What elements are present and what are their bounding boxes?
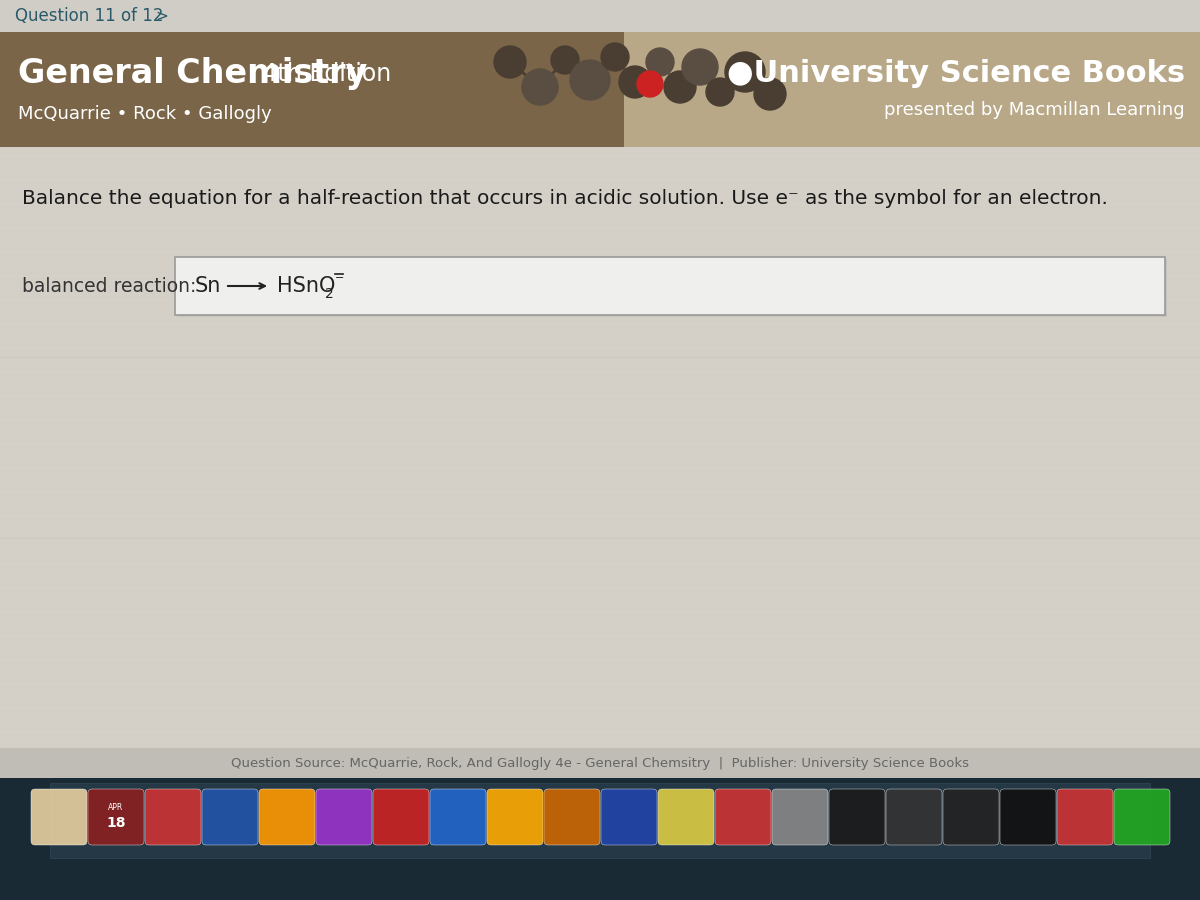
Bar	[175, 257, 1165, 315]
Text: Question 11 of 12: Question 11 of 12	[14, 7, 163, 25]
Text: General Chemistry: General Chemistry	[18, 58, 367, 91]
Circle shape	[601, 43, 629, 71]
FancyBboxPatch shape	[544, 789, 600, 845]
Text: >: >	[155, 8, 168, 23]
FancyBboxPatch shape	[658, 789, 714, 845]
Circle shape	[754, 78, 786, 110]
FancyBboxPatch shape	[430, 789, 486, 845]
FancyBboxPatch shape	[145, 789, 202, 845]
Bar	[0, 0, 1200, 32]
FancyBboxPatch shape	[31, 789, 88, 845]
Circle shape	[522, 69, 558, 105]
Circle shape	[646, 48, 674, 76]
Text: ●University Science Books: ●University Science Books	[727, 59, 1186, 88]
FancyBboxPatch shape	[487, 789, 542, 845]
Circle shape	[494, 46, 526, 78]
Text: Question Source: McQuarrie, Rock, And Gallogly 4e - General Chemsitry  |  Publis: Question Source: McQuarrie, Rock, And Ga…	[230, 757, 970, 770]
Text: presented by Macmillan Learning: presented by Macmillan Learning	[884, 101, 1186, 119]
Bar	[0, 748, 1200, 778]
Circle shape	[725, 52, 766, 92]
Text: balanced reaction:: balanced reaction:	[22, 276, 197, 295]
Text: Sn: Sn	[194, 276, 221, 296]
FancyBboxPatch shape	[829, 789, 886, 845]
FancyBboxPatch shape	[772, 789, 828, 845]
Circle shape	[706, 78, 734, 106]
Text: 4th Edition: 4th Edition	[256, 62, 391, 86]
Bar	[178, 259, 1166, 317]
Bar	[0, 147, 1200, 748]
FancyBboxPatch shape	[316, 789, 372, 845]
Circle shape	[664, 71, 696, 103]
Text: −: −	[335, 273, 344, 283]
Text: 18: 18	[107, 816, 126, 830]
FancyBboxPatch shape	[259, 789, 314, 845]
Bar	[50, 783, 1150, 858]
Circle shape	[637, 71, 662, 97]
FancyBboxPatch shape	[1057, 789, 1114, 845]
Text: HSnO: HSnO	[277, 276, 335, 296]
Bar	[0, 778, 1200, 900]
FancyBboxPatch shape	[202, 789, 258, 845]
FancyBboxPatch shape	[1114, 789, 1170, 845]
FancyBboxPatch shape	[601, 789, 658, 845]
Bar	[0, 32, 624, 147]
Text: McQuarrie • Rock • Gallogly: McQuarrie • Rock • Gallogly	[18, 105, 271, 123]
FancyBboxPatch shape	[715, 789, 772, 845]
Text: Balance the equation for a half-reaction that occurs in acidic solution. Use e⁻ : Balance the equation for a half-reaction…	[22, 190, 1108, 209]
FancyBboxPatch shape	[88, 789, 144, 845]
Text: APR: APR	[108, 803, 124, 812]
FancyBboxPatch shape	[1000, 789, 1056, 845]
FancyBboxPatch shape	[373, 789, 430, 845]
Bar	[624, 32, 1200, 147]
Circle shape	[619, 66, 650, 98]
FancyBboxPatch shape	[943, 789, 998, 845]
Circle shape	[682, 49, 718, 85]
Circle shape	[551, 46, 580, 74]
Text: 2: 2	[325, 287, 334, 301]
FancyBboxPatch shape	[886, 789, 942, 845]
Circle shape	[570, 60, 610, 100]
